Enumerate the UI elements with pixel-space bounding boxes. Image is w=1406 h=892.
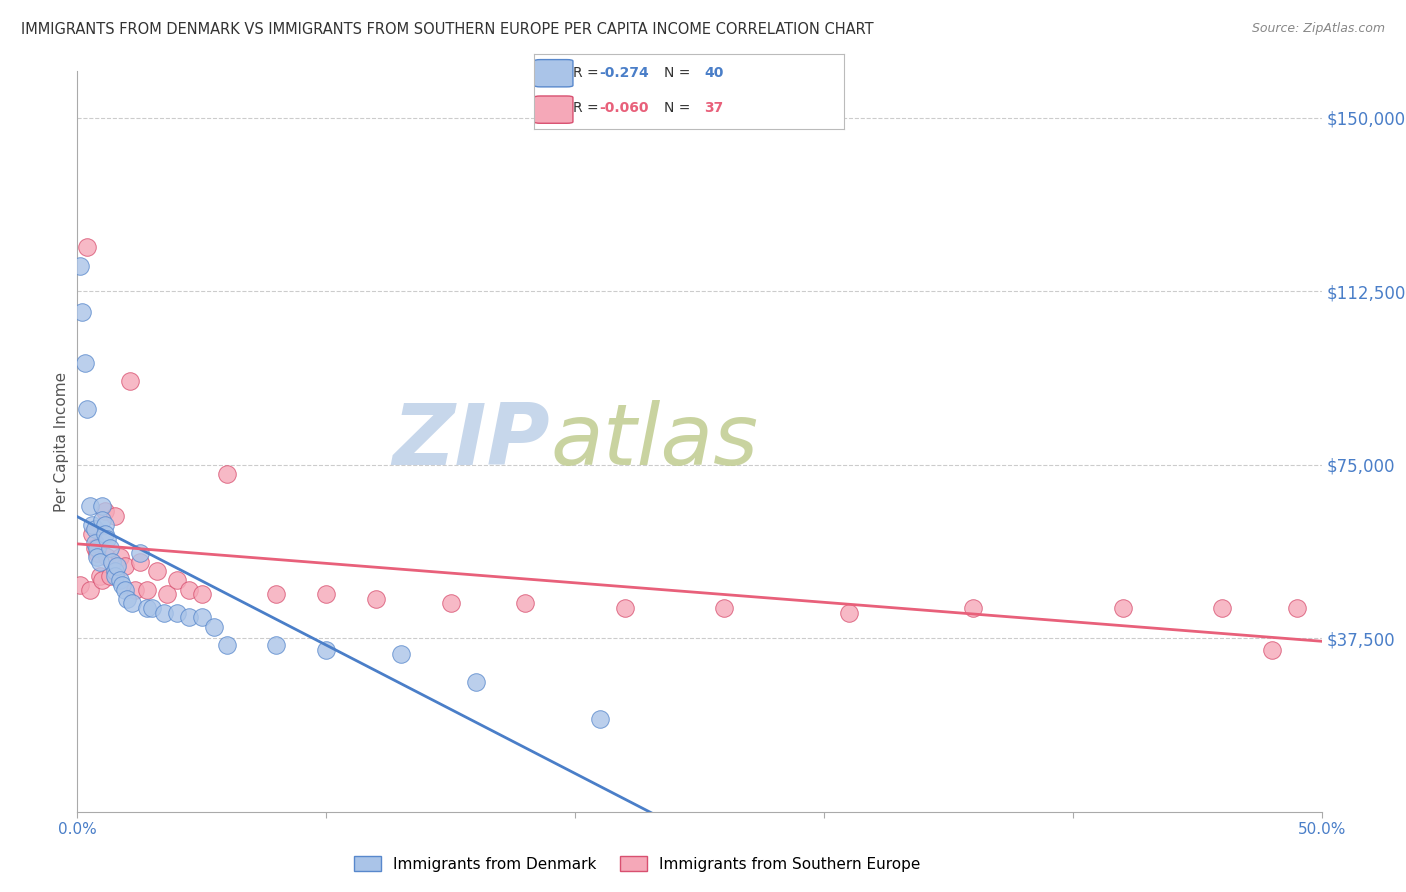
Point <box>96 550 118 565</box>
Point <box>156 587 179 601</box>
Point <box>115 591 138 606</box>
Point <box>962 601 984 615</box>
Point <box>266 587 288 601</box>
Point <box>104 564 127 578</box>
Y-axis label: Per Capita Income: Per Capita Income <box>53 371 69 512</box>
Point <box>153 606 176 620</box>
Point <box>315 642 337 657</box>
Text: R =: R = <box>574 66 603 80</box>
Point <box>114 582 136 597</box>
FancyBboxPatch shape <box>534 96 574 123</box>
Point <box>364 591 387 606</box>
Point <box>76 402 98 417</box>
Point <box>104 568 127 582</box>
Point <box>191 610 214 624</box>
Point <box>83 541 105 555</box>
Point <box>82 527 104 541</box>
Point <box>86 550 108 565</box>
Point <box>121 597 143 611</box>
Point <box>1285 601 1308 615</box>
Point <box>73 356 96 370</box>
Point <box>124 582 146 597</box>
Point <box>93 504 115 518</box>
Point <box>713 601 735 615</box>
Point <box>166 606 188 620</box>
Point <box>613 601 636 615</box>
Point <box>105 559 128 574</box>
Point <box>101 555 124 569</box>
Point <box>104 508 127 523</box>
Point <box>128 555 150 569</box>
Point <box>108 574 131 588</box>
Text: IMMIGRANTS FROM DENMARK VS IMMIGRANTS FROM SOUTHERN EUROPE PER CAPITA INCOME COR: IMMIGRANTS FROM DENMARK VS IMMIGRANTS FR… <box>21 22 873 37</box>
Point <box>69 259 91 273</box>
Point <box>215 638 238 652</box>
Point <box>315 587 337 601</box>
Text: atlas: atlas <box>550 400 758 483</box>
Point <box>266 638 288 652</box>
Point <box>202 619 225 633</box>
Point <box>83 523 105 537</box>
Point <box>191 587 214 601</box>
Point <box>108 550 131 565</box>
Point <box>215 467 238 481</box>
Point <box>89 568 111 582</box>
Point <box>114 559 136 574</box>
Legend: Immigrants from Denmark, Immigrants from Southern Europe: Immigrants from Denmark, Immigrants from… <box>347 850 927 878</box>
Text: N =: N = <box>664 102 695 115</box>
Point <box>79 500 101 514</box>
Text: N =: N = <box>664 66 695 80</box>
Point <box>838 606 860 620</box>
Point <box>464 675 486 690</box>
Point <box>89 555 111 569</box>
Point <box>166 574 188 588</box>
Text: -0.274: -0.274 <box>599 66 650 80</box>
Point <box>128 545 150 560</box>
Text: -0.060: -0.060 <box>599 102 648 115</box>
Point <box>69 578 91 592</box>
Point <box>111 578 134 592</box>
Point <box>82 517 104 532</box>
Point <box>98 568 121 582</box>
Point <box>86 545 108 560</box>
Point <box>76 240 98 254</box>
Point <box>93 527 115 541</box>
Text: ZIP: ZIP <box>392 400 550 483</box>
Point <box>93 517 115 532</box>
Point <box>179 610 201 624</box>
Point <box>141 601 163 615</box>
Point <box>515 597 537 611</box>
Point <box>179 582 201 597</box>
Point <box>91 513 114 527</box>
Point <box>136 582 159 597</box>
Point <box>79 582 101 597</box>
Point <box>440 597 463 611</box>
FancyBboxPatch shape <box>534 60 574 87</box>
Point <box>389 648 412 662</box>
Point <box>1261 642 1284 657</box>
Point <box>91 574 114 588</box>
Point <box>83 536 105 550</box>
Point <box>589 712 612 726</box>
Point <box>1211 601 1233 615</box>
Point <box>72 305 94 319</box>
Point <box>1111 601 1133 615</box>
Point <box>86 541 108 555</box>
Point <box>118 375 141 389</box>
Point <box>136 601 159 615</box>
Point <box>96 532 118 546</box>
Text: Source: ZipAtlas.com: Source: ZipAtlas.com <box>1251 22 1385 36</box>
Point <box>98 541 121 555</box>
Text: R =: R = <box>574 102 603 115</box>
Text: 37: 37 <box>704 102 724 115</box>
Text: 40: 40 <box>704 66 724 80</box>
Point <box>91 500 114 514</box>
Point <box>146 564 169 578</box>
